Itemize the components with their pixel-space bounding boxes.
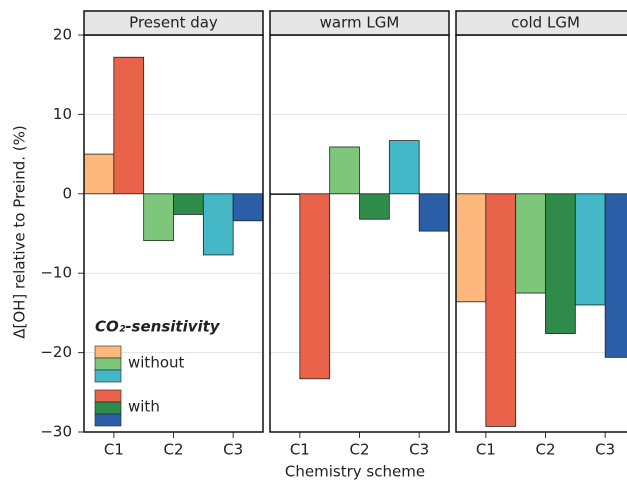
legend-title: CO₂-sensitivity (95, 318, 221, 336)
x-tick-label: C2 (163, 441, 183, 459)
legend-label: with (128, 398, 160, 416)
legend-swatch (94, 389, 122, 403)
y-axis-label: Δ[OH] relative to Preind. (%) (11, 125, 29, 339)
bar (359, 193, 390, 220)
bar (83, 153, 115, 195)
x-tick-label: C3 (223, 441, 243, 459)
bar (113, 56, 145, 195)
bar (173, 193, 204, 215)
bar (545, 193, 576, 334)
legend-swatch (94, 345, 122, 359)
bar (388, 140, 420, 195)
panel-title: cold LGM (511, 14, 580, 32)
y-tick-label: −20 (40, 343, 72, 361)
legend-label: without (128, 354, 185, 372)
y-tick-label: 20 (53, 26, 72, 44)
panel-title: warm LGM (320, 14, 400, 32)
bar (329, 146, 360, 195)
bar (574, 193, 606, 306)
bar (485, 193, 517, 427)
bar (269, 193, 301, 196)
bar (604, 193, 627, 358)
x-tick-label: C2 (349, 441, 369, 459)
panel-title: Present day (129, 14, 218, 32)
bar (455, 193, 487, 303)
strip (83, 10, 264, 36)
bar (143, 193, 174, 242)
y-tick-label: −30 (40, 423, 72, 441)
bar (232, 193, 264, 222)
x-tick-label: C2 (535, 441, 555, 459)
y-tick-label: 0 (62, 184, 72, 202)
bar (299, 193, 331, 380)
legend-swatch (94, 369, 122, 383)
strip (455, 10, 627, 36)
legend-swatch (94, 401, 122, 415)
legend-swatch (94, 413, 122, 427)
x-tick-label: C3 (595, 441, 615, 459)
bar (202, 193, 234, 256)
panel-border (269, 34, 450, 433)
x-tick-label: C1 (476, 441, 496, 459)
x-axis-label: Chemistry scheme (285, 463, 425, 481)
strip (269, 10, 450, 36)
x-tick-label: C1 (104, 441, 124, 459)
x-tick-label: C3 (409, 441, 429, 459)
bar (515, 193, 546, 294)
legend-swatch (94, 357, 122, 371)
y-tick-label: −10 (40, 264, 72, 282)
y-tick-label: 10 (53, 105, 72, 123)
bar (418, 193, 450, 232)
x-tick-label: C1 (290, 441, 310, 459)
